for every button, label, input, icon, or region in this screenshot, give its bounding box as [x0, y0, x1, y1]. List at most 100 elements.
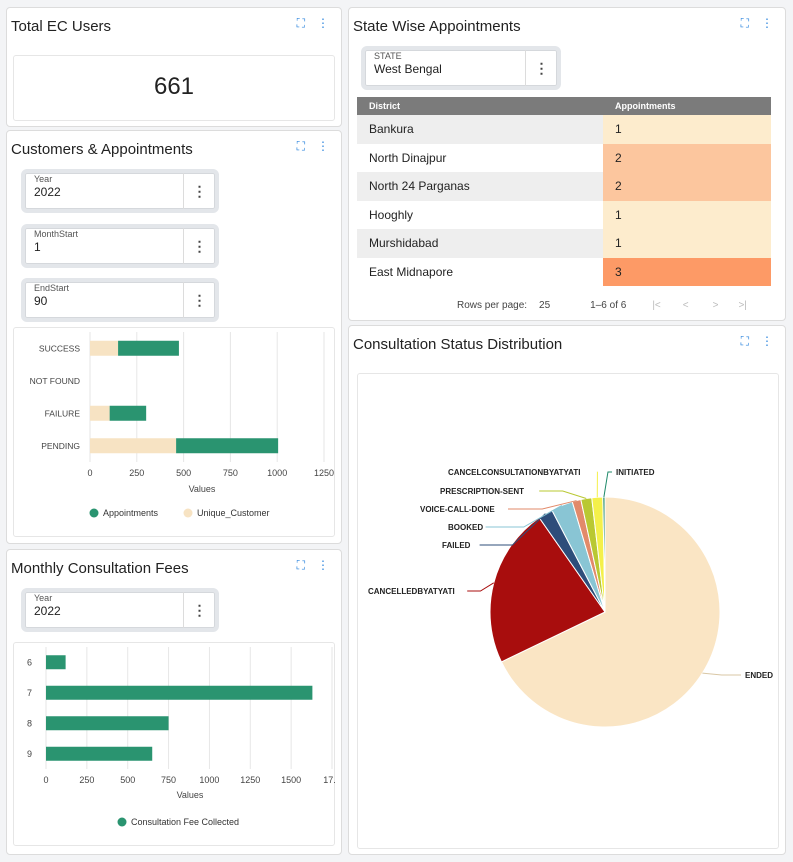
chart-panel: ENDED CANCELLEDBYATYATI FAILED BOOKED VOICE-… [357, 373, 779, 849]
bar-appointments [109, 405, 147, 421]
x-tick-label: 17... [323, 775, 336, 785]
bar-unique-customer [90, 405, 110, 421]
more-vert-icon[interactable]: ⋮ [525, 50, 557, 86]
customers-appointments-card: Customers & Appointments ⛶ ⋮ Year 2022 ⋮… [6, 130, 342, 544]
bar-consultation-fee [46, 716, 169, 731]
state-select[interactable]: STATE West Bengal ⋮ [361, 46, 561, 90]
end-start-select[interactable]: EndStart 90 ⋮ [21, 278, 219, 322]
table-row: North 24 Parganas 2 [357, 172, 771, 201]
district-cell: Murshidabad [369, 236, 439, 251]
chart-panel: 0 250 500 750 1000 1250 Values SUCCESS NOT FOUND… [13, 327, 335, 537]
more-vert-icon[interactable]: ⋮ [761, 16, 773, 30]
pie-label-line [485, 504, 563, 528]
legend-marker [117, 817, 127, 827]
x-axis-title: Values [189, 484, 216, 494]
expand-icon[interactable]: ⛶ [740, 334, 749, 348]
more-vert-icon[interactable]: ⋮ [183, 592, 215, 628]
page-range: 1–6 of 6 [590, 300, 627, 311]
pie-label: CANCELCONSULTATIONBYATYATI [448, 468, 580, 477]
more-vert-icon[interactable]: ⋮ [761, 334, 773, 348]
pie-label: BOOKED [448, 523, 483, 532]
pie-label: VOICE-CALL-DONE [420, 505, 495, 514]
first-page-icon[interactable]: |< [652, 300, 661, 311]
table-row: Hooghly 1 [357, 200, 771, 229]
appointments-cell: 3 [603, 257, 771, 286]
x-tick-label: 1000 [267, 468, 287, 478]
last-page-icon[interactable]: >| [738, 300, 747, 311]
x-tick-label: 1250 [314, 468, 334, 478]
more-vert-icon[interactable]: ⋮ [317, 139, 329, 153]
expand-icon[interactable]: ⛶ [296, 558, 305, 572]
monthly-fees-card: Monthly Consultation Fees ⛶ ⋮ Year 2022 … [6, 549, 342, 855]
pie-label-line [479, 513, 546, 546]
appointments-cell: 1 [603, 229, 771, 258]
year-select[interactable]: Year 2022 ⋮ [21, 169, 219, 213]
x-axis-title: Values [177, 790, 204, 800]
next-page-icon[interactable]: > [712, 300, 719, 311]
more-vert-icon[interactable]: ⋮ [317, 558, 329, 572]
x-tick-label: 750 [223, 468, 238, 478]
y-tick-label: NOT FOUND [30, 376, 80, 386]
card-title: Customers & Appointments [11, 141, 193, 158]
table-row: North Dinajpur 2 [357, 143, 771, 172]
pie-label-line [539, 490, 587, 500]
column-header-district[interactable]: District [357, 97, 603, 115]
card-title: Total EC Users [11, 18, 112, 35]
metric-box: 661 [13, 55, 335, 121]
pie-label: CANCELLEDBYATYATI [368, 587, 455, 596]
x-tick-label: 250 [79, 775, 94, 785]
card-title: Consultation Status Distribution [353, 336, 563, 353]
expand-icon[interactable]: ⛶ [296, 16, 305, 30]
column-header-appointments[interactable]: Appointments [603, 97, 771, 115]
y-tick-label: PENDING [41, 441, 80, 451]
customers-bar-chart: 0 250 500 750 1000 1250 Values SUCCESS NOT FOUND… [30, 332, 334, 518]
appointments-cell: 1 [603, 200, 771, 229]
legend-label: Consultation Fee Collected [131, 817, 239, 827]
appointments-cell: 2 [603, 143, 771, 172]
appointments-cell: 1 [603, 115, 771, 144]
consultation-status-card: Consultation Status Distribution ⛶ ⋮ END… [348, 325, 786, 855]
card-title: State Wise Appointments [353, 18, 521, 35]
more-vert-icon[interactable]: ⋮ [317, 16, 329, 30]
legend-label: Appointments [103, 508, 159, 518]
expand-icon[interactable]: ⛶ [740, 16, 749, 30]
pie-label: FAILED [442, 541, 471, 550]
bar-appointments [118, 340, 179, 356]
table-pagination: Rows per page: 25 1–6 of 6 |< < > >| [457, 300, 747, 311]
month-start-select[interactable]: MonthStart 1 ⋮ [21, 224, 219, 268]
chart-panel: 0 250 500 750 1000 1250 1500 17... Values 6 7 8 9 Con… [13, 642, 341, 846]
y-tick-label: SUCCESS [39, 343, 80, 353]
x-tick-label: 0 [87, 468, 92, 478]
more-vert-icon[interactable]: ⋮ [183, 173, 215, 209]
district-cell: North Dinajpur [369, 150, 447, 165]
x-tick-label: 500 [176, 468, 191, 478]
pie-label: INITIATED [616, 468, 655, 477]
more-vert-icon[interactable]: ⋮ [183, 228, 215, 264]
district-cell: North 24 Parganas [369, 179, 470, 194]
bar-unique-customer [90, 340, 119, 356]
rows-per-page-select[interactable]: 25 [539, 300, 551, 311]
prev-page-icon[interactable]: < [682, 300, 689, 311]
bar-unique-customer [90, 438, 177, 454]
rows-per-page-label: Rows per page: [457, 300, 528, 311]
x-tick-label: 1250 [240, 775, 260, 785]
bar-consultation-fee [46, 655, 66, 670]
bar-appointments [176, 438, 279, 454]
table-row: East Midnapore 3 [357, 257, 771, 286]
expand-icon[interactable]: ⛶ [296, 139, 305, 153]
x-tick-label: 500 [120, 775, 135, 785]
card-title: Monthly Consultation Fees [11, 560, 189, 577]
table-row: Murshidabad 1 [357, 229, 771, 258]
x-tick-label: 1000 [199, 775, 219, 785]
y-tick-label: FAILURE [45, 408, 81, 418]
pie-slice-ended [500, 496, 721, 728]
x-tick-label: 750 [161, 775, 176, 785]
pie-label: ENDED [745, 671, 773, 680]
year-select[interactable]: Year 2022 ⋮ [21, 588, 219, 632]
pie-label-line [467, 582, 495, 592]
x-tick-label: 0 [43, 775, 48, 785]
status-pie-chart: ENDED CANCELLEDBYATYATI FAILED BOOKED VOICE-… [368, 468, 773, 728]
more-vert-icon[interactable]: ⋮ [183, 282, 215, 318]
district-table: District Appointments Bankura 1 North Di… [357, 97, 771, 286]
x-tick-label: 1500 [281, 775, 301, 785]
